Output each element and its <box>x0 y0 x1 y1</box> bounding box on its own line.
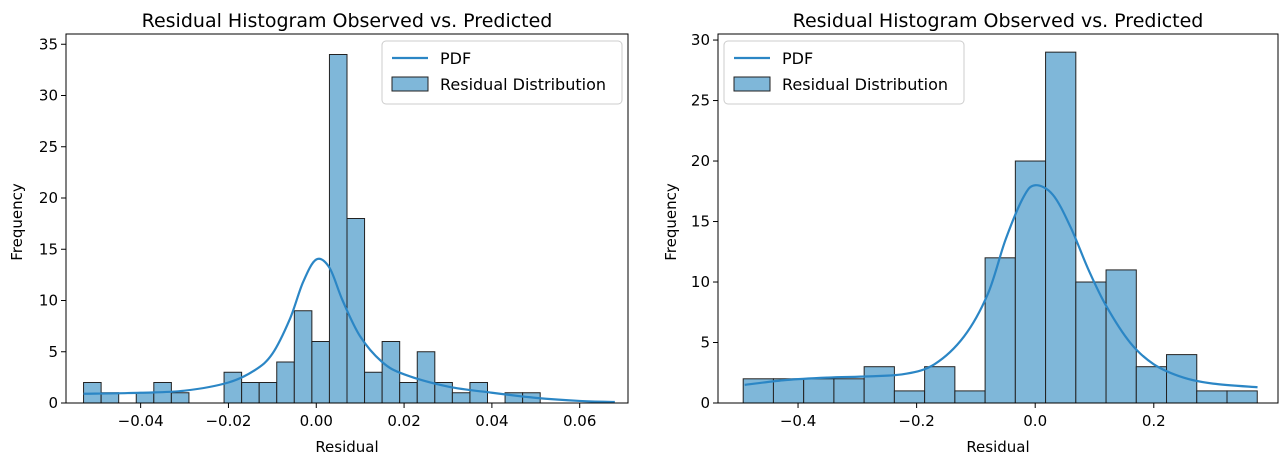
chart-right-legend-hist-swatch <box>733 76 771 92</box>
chart-left-bar <box>364 371 383 404</box>
chart-right-bar <box>772 378 805 404</box>
chart-right-x-tick-label: 0.2 <box>1142 412 1166 430</box>
chart-left-bar <box>170 392 190 404</box>
chart-left-bar <box>311 341 330 404</box>
chart-right-bar <box>833 378 865 404</box>
chart-right: Residual Histogram Observed vs. Predicte… <box>662 10 1279 456</box>
chart-left-legend-hist-swatch <box>391 76 429 92</box>
chart-left: Residual Histogram Observed vs. Predicte… <box>8 10 629 456</box>
chart-left-bar <box>328 54 348 404</box>
chart-right-bar <box>1135 366 1168 404</box>
chart-left-x-ticks: −0.04 −0.02 0.00 0.02 0.04 0.06 <box>118 403 596 430</box>
chart-right-y-tick-label: 25 <box>691 92 710 110</box>
chart-left-legend: PDF Residual Distribution <box>381 40 623 105</box>
chart-left-y-axis-label: Frequency <box>8 183 26 261</box>
chart-left-bar <box>399 382 418 404</box>
chart-right-x-tick-label: 0.0 <box>1023 412 1047 430</box>
chart-right-y-tick-label: 5 <box>700 334 710 352</box>
chart-left-title: Residual Histogram Observed vs. Predicte… <box>142 10 553 32</box>
chart-right-x-tick-label: −0.4 <box>780 412 816 430</box>
chart-left-y-ticks: 0 5 10 15 20 25 30 35 <box>39 35 66 412</box>
chart-left-bar <box>451 392 471 404</box>
chart-left-bar <box>258 382 278 404</box>
chart-right-y-tick-label: 30 <box>691 31 710 49</box>
chart-left-y-tick-label: 5 <box>48 343 58 361</box>
chart-left-legend-box <box>381 40 623 105</box>
chart-left-legend-hist-label: Residual Distribution <box>440 75 606 94</box>
chart-left-frame <box>65 33 629 404</box>
chart-right-bar <box>1226 390 1258 404</box>
chart-right-legend-pdf-label: PDF <box>782 49 813 68</box>
chart-left-bar <box>241 382 260 404</box>
chart-left-x-tick-label: 0.06 <box>563 412 596 430</box>
chart-right-x-axis-label: Residual <box>966 438 1029 456</box>
chart-left-bar <box>293 310 313 404</box>
chart-left-x-tick-label: −0.04 <box>118 412 164 430</box>
chart-right-bar <box>1196 390 1228 404</box>
chart-left-y-tick-label: 35 <box>39 35 58 53</box>
chart-right-bar <box>1075 281 1107 404</box>
chart-right-y-tick-label: 10 <box>691 273 710 291</box>
chart-right-x-ticks: −0.4 −0.2 0.0 0.2 <box>780 403 1166 430</box>
chart-left-x-tick-label: 0.04 <box>475 412 508 430</box>
chart-right-legend: PDF Residual Distribution <box>723 40 965 105</box>
chart-right-bars <box>742 51 1258 404</box>
chart-right-bar <box>1014 160 1047 404</box>
chart-left-x-axis-label: Residual <box>315 438 378 456</box>
chart-left-x-tick-label: 0.00 <box>300 412 333 430</box>
chart-right-pdf-line <box>744 184 1258 389</box>
chart-left-pdf-line <box>83 257 615 404</box>
chart-right-frame <box>717 33 1279 404</box>
chart-left-bar <box>416 351 436 404</box>
chart-right-bar <box>984 257 1016 404</box>
chart-right-bar <box>954 390 986 404</box>
chart-left-x-tick-label: −0.02 <box>205 412 251 430</box>
chart-left-y-tick-label: 15 <box>39 240 58 258</box>
chart-left-bars <box>83 54 541 404</box>
chart-right-bar <box>924 366 956 404</box>
chart-right-legend-box <box>723 40 965 105</box>
chart-right-legend-hist-label: Residual Distribution <box>782 75 948 94</box>
chart-left-y-tick-label: 0 <box>48 394 58 412</box>
chart-right-bar <box>893 390 926 404</box>
chart-right-bar <box>863 366 895 404</box>
chart-left-y-tick-label: 10 <box>39 292 58 310</box>
chart-right-y-tick-label: 15 <box>691 213 710 231</box>
chart-right-y-tick-label: 20 <box>691 152 710 170</box>
chart-left-bar <box>346 218 366 404</box>
chart-left-bar <box>135 392 155 404</box>
chart-left-bar <box>276 361 295 404</box>
chart-right-y-axis-label: Frequency <box>662 183 680 261</box>
chart-right-bar <box>803 378 835 404</box>
chart-right-y-ticks: 0 5 10 15 20 25 30 <box>691 31 718 412</box>
chart-left-bar <box>223 371 243 404</box>
chart-right-bar <box>1166 354 1198 404</box>
chart-right-title: Residual Histogram Observed vs. Predicte… <box>793 10 1204 32</box>
chart-right-x-tick-label: −0.2 <box>898 412 934 430</box>
chart-left-y-tick-label: 25 <box>39 138 58 156</box>
chart-right-y-tick-label: 0 <box>700 394 710 412</box>
chart-left-y-tick-label: 30 <box>39 87 58 105</box>
chart-left-y-tick-label: 20 <box>39 189 58 207</box>
chart-right-bar <box>1105 269 1137 404</box>
chart-left-x-tick-label: 0.02 <box>387 412 420 430</box>
chart-left-legend-pdf-label: PDF <box>440 49 471 68</box>
